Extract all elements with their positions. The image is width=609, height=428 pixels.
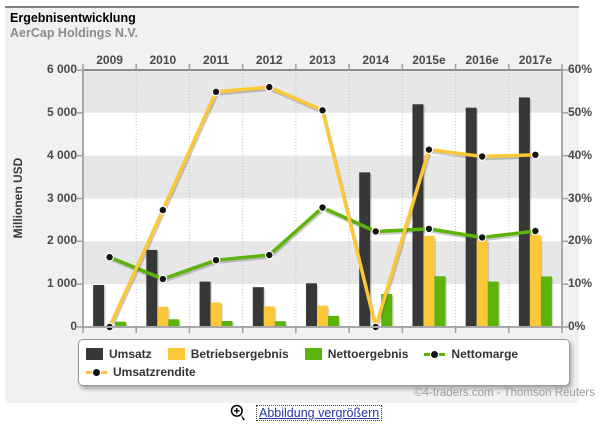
legend-label-nettomarge: Nettomarge bbox=[451, 347, 519, 361]
right-axis-tick-label: 10% bbox=[568, 276, 593, 291]
legend-label-nettoergebnis: Nettoergebnis bbox=[327, 347, 409, 361]
right-axis-tick-label: 20% bbox=[568, 233, 593, 248]
x-axis-label-2012: 2012 bbox=[255, 53, 283, 67]
y-axis-title: Millionen USD bbox=[11, 157, 25, 239]
nettomarge-line-marker-icon bbox=[424, 350, 446, 358]
umsatz-swatch bbox=[86, 348, 103, 360]
right-axis-tick-label: 40% bbox=[568, 147, 593, 162]
magnifier-zoom-icon[interactable] bbox=[230, 404, 247, 422]
right-axis-tick-label: 50% bbox=[568, 104, 593, 119]
zoom-row: Abbildung vergrößern bbox=[230, 404, 383, 422]
copyright-credit: ©4-traders.com - Thomson Reuters bbox=[414, 387, 595, 399]
left-axis-tick-label: 3 000 bbox=[46, 190, 77, 205]
right-axis-tick-label: 60% bbox=[568, 62, 593, 76]
legend-item-nettomarge: Nettomarge bbox=[424, 347, 518, 361]
x-axis-label-2015e: 2015e bbox=[412, 53, 446, 67]
left-axis-tick-label: 1 000 bbox=[46, 276, 77, 291]
x-axis-label-2014: 2014 bbox=[362, 53, 390, 67]
x-axis-label-2016e: 2016e bbox=[465, 53, 499, 67]
legend-item-umsatz: Umsatz bbox=[86, 347, 152, 361]
legend-box: Umsatz Betriebsergebnis Nettoergebnis Ne… bbox=[78, 339, 570, 386]
chart-subtitle: AerCap Holdings N.V. bbox=[10, 26, 139, 40]
right-axis-tick-label: 30% bbox=[568, 190, 593, 205]
x-axis-label-2011: 2011 bbox=[203, 53, 230, 67]
left-axis-tick-label: 5 000 bbox=[46, 104, 77, 119]
legend-row-2: Umsatzrendite bbox=[86, 363, 562, 381]
betriebsergebnis-swatch bbox=[167, 348, 185, 360]
nettoergebnis-swatch bbox=[304, 348, 322, 360]
left-axis-tick-label: 0 bbox=[70, 319, 77, 333]
x-axis-label-2013: 2013 bbox=[309, 53, 336, 67]
x-axis-label-2017e: 2017e bbox=[518, 53, 553, 67]
legend-item-betriebsergebnis: Betriebsergebnis bbox=[167, 347, 289, 361]
right-axis-tick-label: 0% bbox=[568, 319, 586, 333]
legend-item-nettoergebnis: Nettoergebnis bbox=[304, 347, 409, 361]
legend-label-umsatz: Umsatz bbox=[109, 347, 152, 361]
enlarge-image-link[interactable]: Abbildung vergrößern bbox=[256, 405, 383, 421]
chart-title: Ergebnisentwicklung bbox=[10, 11, 136, 25]
umsatzrendite-line-marker-icon bbox=[86, 368, 107, 376]
left-axis-tick-label: 2 000 bbox=[46, 233, 77, 248]
legend-label-umsatzrendite: Umsatzrendite bbox=[113, 365, 196, 379]
left-axis-tick-label: 4 000 bbox=[46, 147, 77, 162]
left-axis-tick-label: 6 000 bbox=[46, 62, 77, 76]
legend-row-1: Umsatz Betriebsergebnis Nettoergebnis Ne… bbox=[86, 345, 562, 363]
x-axis-label-2010: 2010 bbox=[149, 53, 177, 67]
legend-label-betriebsergebnis: Betriebsergebnis bbox=[190, 347, 289, 361]
legend-item-umsatzrendite: Umsatzrendite bbox=[86, 365, 196, 379]
x-axis-label-2009: 2009 bbox=[96, 53, 123, 67]
